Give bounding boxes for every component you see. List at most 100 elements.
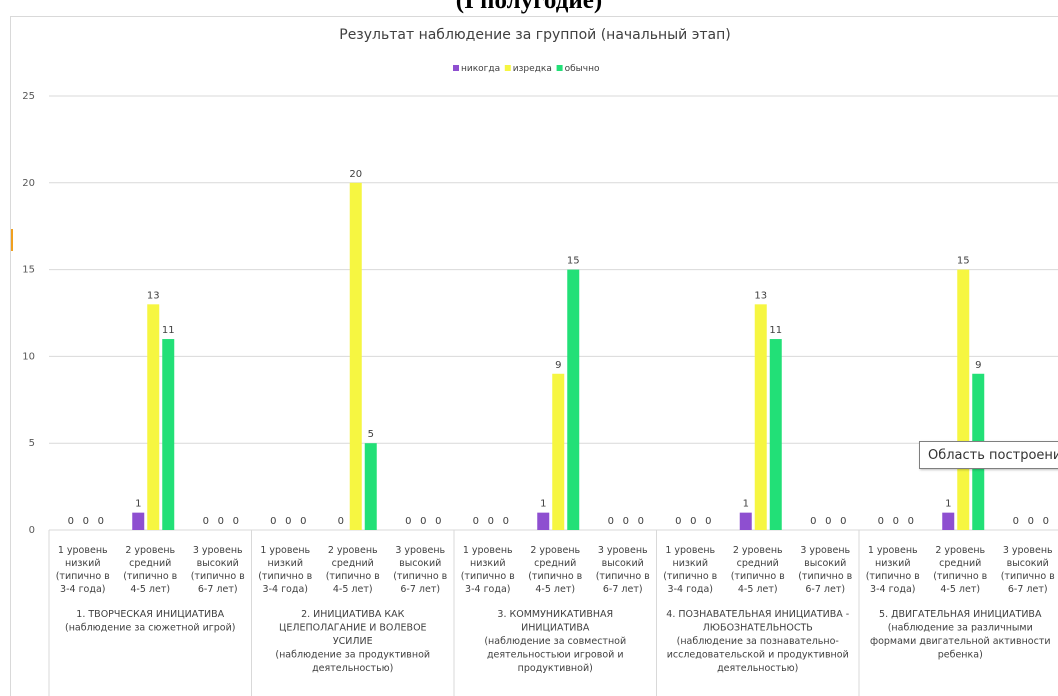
group-label: ЛЮБОЗНАТЕЛЬНОСТЬ [703,623,813,634]
category-label: (типично в [258,571,312,582]
chart-area[interactable]: Результат наблюдение за группой (начальн… [10,16,1058,696]
legend-label: никогда [461,64,500,74]
data-label: 0 [473,516,479,527]
category-label: 4-5 лет) [535,584,575,595]
category-label: 6-7 лет) [400,584,440,595]
category-label: 3-4 года) [668,584,713,595]
category-label: (типично в [461,571,515,582]
data-label: 0 [810,516,816,527]
legend-swatch [556,65,563,71]
bar-rarely [754,304,767,530]
category-label: высокий [197,558,239,569]
category-label: 6-7 лет) [198,584,238,595]
category-label: низкий [267,558,303,569]
category-label: (типично в [596,571,650,582]
data-label: 0 [218,516,224,527]
category-label: 3 уровень [1003,545,1053,556]
group-label: исследовательской и продуктивной [667,650,849,661]
data-label: 0 [690,516,696,527]
category-label: 3 уровень [395,545,445,556]
data-label: 0 [420,516,426,527]
data-label: 11 [162,325,175,336]
data-label: 1 [540,499,546,510]
category-label: 4-5 лет) [333,584,373,595]
bar-never [942,512,955,530]
category-label: 3 уровень [800,545,850,556]
category-label: средний [129,558,171,569]
group-label: деятельностью) [717,663,798,674]
data-label: 0 [840,516,846,527]
bar-usually [769,339,782,530]
category-label: низкий [672,558,708,569]
category-label: низкий [875,558,911,569]
category-label: (типично в [123,571,177,582]
category-label: (типично в [798,571,852,582]
group-label: (наблюдение за сюжетной игрой) [65,623,236,634]
data-label: 0 [878,516,884,527]
category-label: (типично в [1001,571,1055,582]
category-label: средний [939,558,981,569]
data-label: 0 [270,516,276,527]
group-label: 3. КОММУНИКАТИВНАЯ [497,609,613,620]
data-label: 0 [893,516,899,527]
data-label: 1 [743,499,749,510]
data-label: 0 [1013,516,1019,527]
data-label: 0 [488,516,494,527]
category-label: 3-4 года) [60,584,105,595]
category-label: 2 уровень [328,545,378,556]
category-label: высокий [804,558,846,569]
group-label: деятельностьюи игровой и [487,650,624,661]
category-label: 6-7 лет) [1008,584,1048,595]
bar-never [739,512,752,530]
group-label: (наблюдение за продуктивной [275,650,430,661]
data-label: 0 [1028,516,1034,527]
category-label: 6-7 лет) [603,584,643,595]
group-label: 2. ИНИЦИАТИВА КАК [301,609,405,620]
data-label: 0 [675,516,681,527]
data-label: 0 [1043,516,1049,527]
group-label: УСИЛИЕ [333,636,373,647]
data-label: 0 [503,516,509,527]
category-label: (типично в [56,571,110,582]
bar-usually [364,443,377,530]
category-label: 2 уровень [935,545,985,556]
data-label: 0 [435,516,441,527]
category-label: 4-5 лет) [940,584,980,595]
bar-chart[interactable]: Результат наблюдение за группой (начальн… [11,17,1058,696]
category-label: низкий [65,558,101,569]
group-label: 4. ПОЗНАВАТЕЛЬНАЯ ИНИЦИАТИВА - [666,609,849,620]
category-label: 1 уровень [260,545,310,556]
data-label: 0 [825,516,831,527]
data-label: 13 [147,290,160,301]
category-label: высокий [1007,558,1049,569]
category-label: 6-7 лет) [805,584,845,595]
category-label: высокий [399,558,441,569]
category-label: (типично в [326,571,380,582]
chart-title: Результат наблюдение за группой (начальн… [339,27,731,43]
y-tick-label: 15 [22,265,35,276]
data-label: 15 [957,256,970,267]
category-label: средний [737,558,779,569]
data-label: 1 [135,499,141,510]
category-label: 3-4 года) [870,584,915,595]
category-label: 3-4 года) [465,584,510,595]
data-label: 0 [300,516,306,527]
bar-rarely [957,269,970,530]
category-label: (типично в [393,571,447,582]
group-label: (наблюдение за совместной [484,636,626,647]
document-heading: (I полугодие) [455,0,603,14]
y-tick-label: 10 [22,351,35,362]
category-label: 3 уровень [598,545,648,556]
data-label: 1 [945,499,951,510]
legend-swatch [504,65,511,71]
group-label: (наблюдение за познавательно- [677,636,839,647]
bar-never [132,512,145,530]
category-label: низкий [470,558,506,569]
category-label: 1 уровень [463,545,513,556]
category-label: (типично в [191,571,245,582]
category-label: 4-5 лет) [738,584,778,595]
group-label: (наблюдение за различными [888,623,1033,634]
selection-marker [11,229,13,251]
category-label: (типично в [933,571,987,582]
chart-tooltip: Область построени [919,441,1058,469]
